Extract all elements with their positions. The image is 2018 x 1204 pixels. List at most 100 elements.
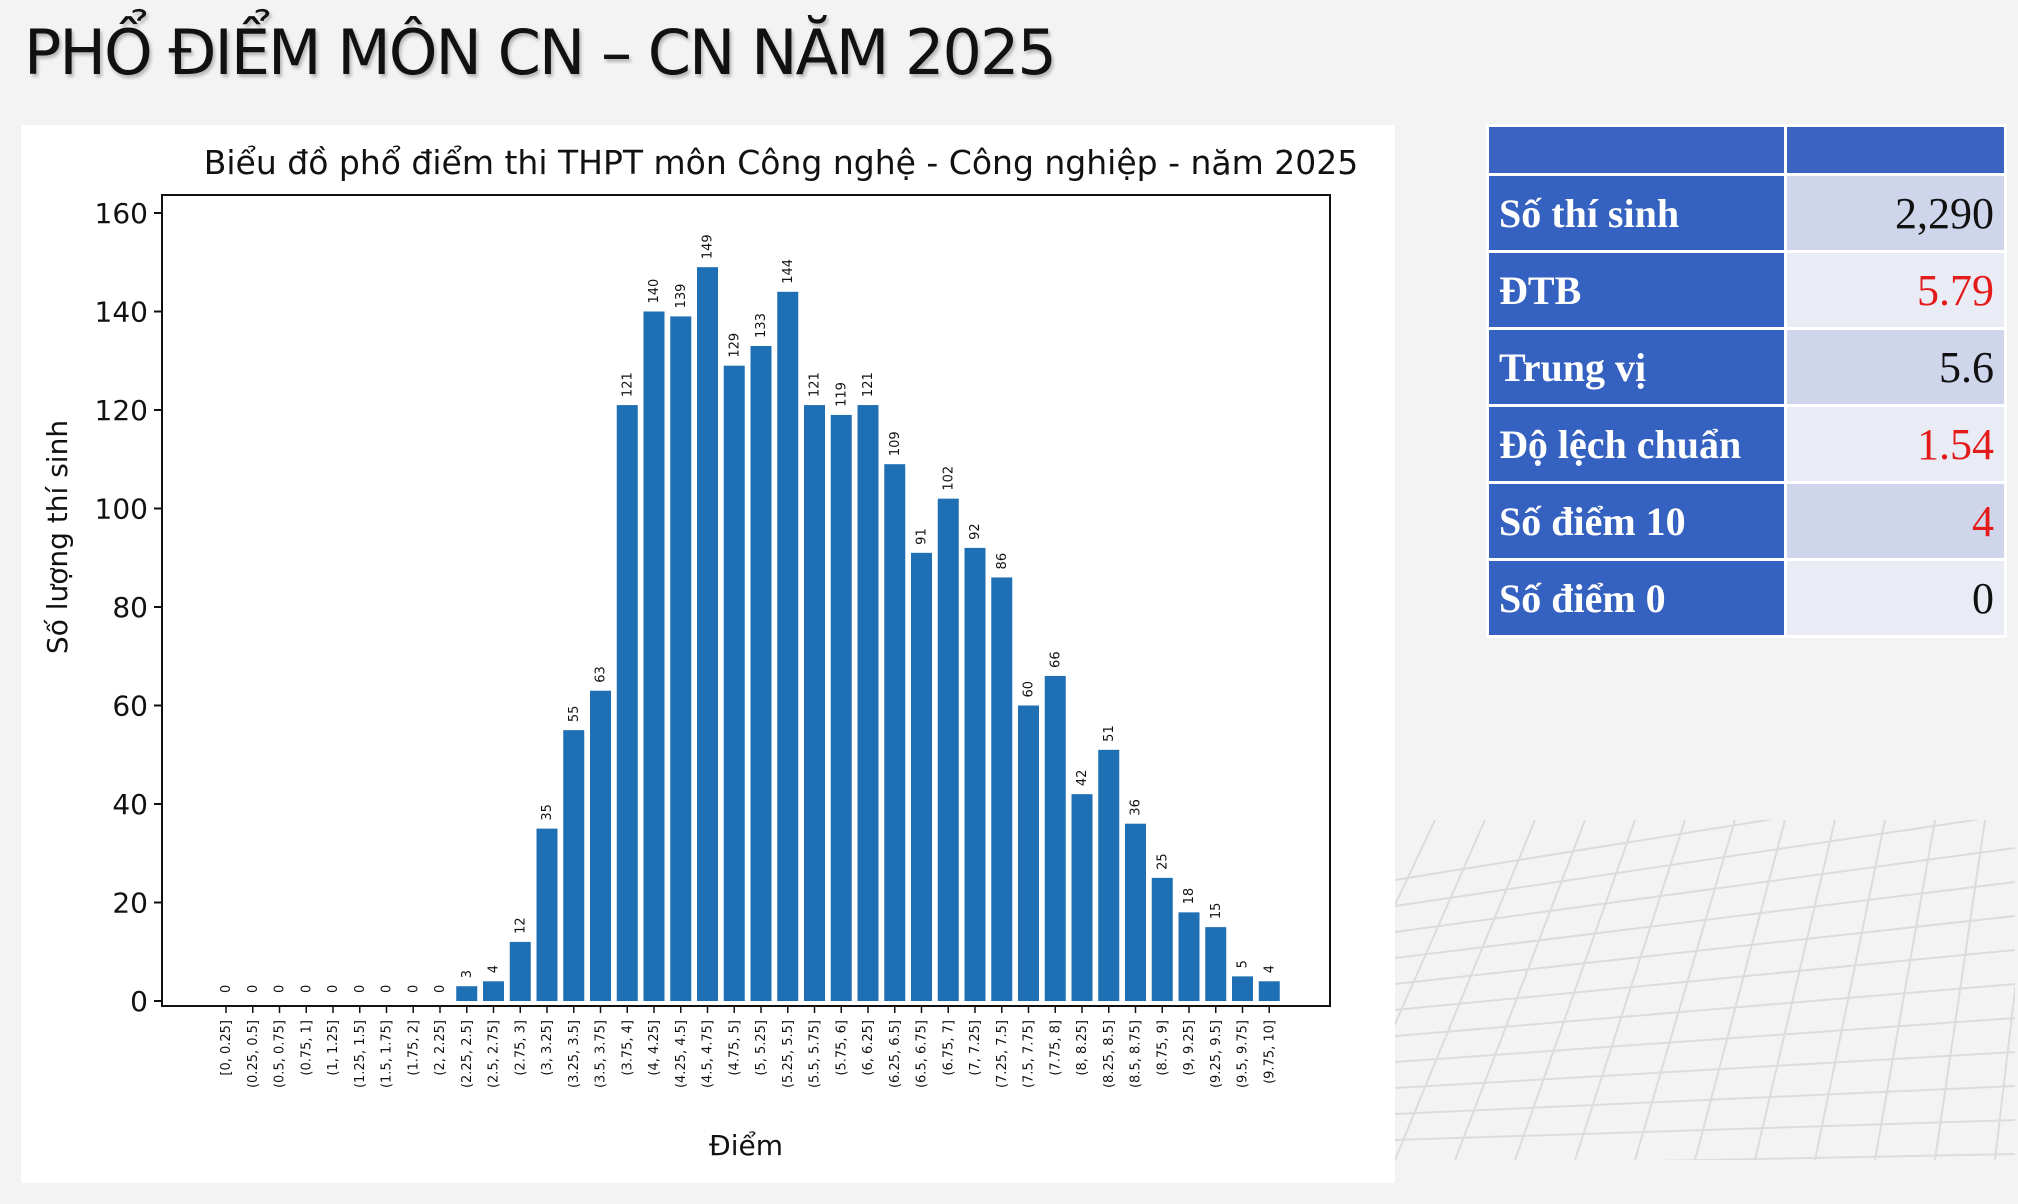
- stats-value: 0: [1784, 558, 2007, 638]
- stats-label: Số điểm 0: [1486, 558, 1787, 638]
- bar-value-label: 4: [1262, 965, 1277, 973]
- x-tick-label: (6, 6.25]: [861, 1020, 876, 1076]
- bar-value-label: 12: [513, 917, 528, 934]
- x-tick-label: (9.5, 9.75]: [1236, 1020, 1251, 1088]
- stats-label: Số thí sinh: [1486, 173, 1787, 253]
- stats-header-row: [1486, 124, 2007, 176]
- x-tick-label: (6.75, 7]: [941, 1020, 956, 1076]
- stats-label: Số điểm 10: [1486, 481, 1787, 561]
- bar: [1178, 912, 1200, 1001]
- stats-value: 4: [1784, 481, 2007, 561]
- x-tick-label: (3, 3.25]: [540, 1020, 555, 1076]
- bar: [456, 986, 478, 1001]
- stats-value: 5.6: [1784, 327, 2007, 407]
- bar-value-label: 15: [1209, 903, 1224, 920]
- x-tick-label: (4.75, 5]: [727, 1020, 742, 1076]
- bar: [1098, 749, 1120, 1001]
- x-tick-label: (5.75, 6]: [834, 1020, 849, 1076]
- bar-value-label: 133: [754, 313, 769, 338]
- bar-value-label: 0: [326, 985, 341, 993]
- y-tick-label: 40: [112, 788, 148, 821]
- bar-value-label: 129: [727, 333, 742, 358]
- x-tick-label: (2.75, 3]: [513, 1020, 528, 1076]
- chart-title: Biểu đồ phổ điểm thi THPT môn Công nghệ …: [204, 143, 1358, 182]
- bar: [937, 498, 959, 1001]
- x-tick-label: (9, 9.25]: [1182, 1020, 1197, 1076]
- x-tick-label: (7.5, 7.75]: [1022, 1020, 1037, 1088]
- bar-value-label: 0: [246, 985, 261, 993]
- bar-value-label: 139: [674, 284, 689, 309]
- bar: [1205, 927, 1227, 1001]
- bar-value-label: 0: [219, 985, 234, 993]
- bar-value-label: 42: [1075, 770, 1090, 787]
- bar-value-label: 35: [540, 804, 555, 821]
- bar-value-label: 0: [380, 985, 395, 993]
- bar-value-label: 18: [1182, 888, 1197, 905]
- bar-value-label: 36: [1129, 799, 1144, 816]
- x-tick-label: (0.5, 0.75]: [273, 1020, 288, 1088]
- bar-value-label: 51: [1102, 725, 1117, 742]
- x-tick-label: (1.75, 2]: [406, 1020, 421, 1076]
- y-tick-label: 0: [130, 985, 148, 1018]
- bar: [616, 405, 638, 1001]
- x-tick-label: (7.25, 7.5]: [995, 1020, 1010, 1088]
- stats-label: ĐTB: [1486, 250, 1787, 330]
- bar: [483, 981, 504, 1001]
- bar-value-label: 119: [834, 382, 849, 407]
- stats-row: ĐTB 5.79: [1486, 250, 2007, 330]
- x-tick-label: (2, 2.25]: [433, 1020, 448, 1076]
- y-tick-label: 160: [95, 197, 148, 230]
- bar: [1018, 705, 1039, 1001]
- bar: [830, 414, 852, 1001]
- bar: [991, 577, 1013, 1001]
- x-tick-label: (8.5, 8.75]: [1129, 1020, 1144, 1088]
- bar: [857, 405, 879, 1001]
- bar-value-label: 63: [594, 666, 609, 683]
- bar-value-label: 60: [1022, 681, 1037, 698]
- bar-value-label: 0: [353, 985, 368, 993]
- x-tick-label: (3.25, 3.5]: [567, 1020, 582, 1088]
- bar-value-label: 86: [995, 553, 1010, 570]
- bar: [1151, 877, 1173, 1001]
- bar-value-label: 149: [701, 234, 716, 259]
- bar-value-label: 109: [888, 431, 903, 456]
- bar-value-label: 0: [406, 985, 421, 993]
- bar: [1258, 981, 1280, 1001]
- bar-value-label: 121: [808, 372, 823, 397]
- bar: [670, 316, 692, 1001]
- bar-value-label: 144: [781, 259, 796, 284]
- x-tick-label: (4.5, 4.75]: [701, 1020, 716, 1088]
- stats-value: 1.54: [1784, 404, 2007, 484]
- bar: [804, 405, 825, 1001]
- stats-value: 2,290: [1784, 173, 2007, 253]
- bar-value-label: 0: [299, 985, 314, 993]
- stats-header-cell: [1784, 124, 2007, 176]
- bar: [750, 345, 772, 1002]
- bar: [911, 552, 932, 1001]
- x-tick-label: (2.25, 2.5]: [460, 1020, 475, 1088]
- bar-value-label: 92: [968, 523, 983, 540]
- x-tick-label: (7, 7.25]: [968, 1020, 983, 1076]
- x-tick-label: (1.5, 1.75]: [380, 1020, 395, 1088]
- bar-value-label: 102: [941, 466, 956, 491]
- stats-row: Số thí sinh 2,290: [1486, 173, 2007, 253]
- bar: [884, 464, 906, 1001]
- x-tick-label: (9.25, 9.5]: [1209, 1020, 1224, 1088]
- x-tick-label: (7.75, 8]: [1048, 1020, 1063, 1076]
- x-axis-label: Điểm: [709, 1129, 783, 1162]
- bar: [1071, 794, 1093, 1001]
- x-tick-label: (3.5, 3.75]: [594, 1020, 609, 1088]
- bar: [964, 547, 986, 1001]
- plot-frame: [161, 194, 1331, 1007]
- x-tick-label: (5, 5.25]: [754, 1020, 769, 1076]
- stats-header-cell: [1486, 124, 1787, 176]
- stats-label: Độ lệch chuẩn: [1486, 404, 1787, 484]
- bar-value-label: 121: [620, 372, 635, 397]
- bar: [777, 291, 799, 1001]
- x-tick-label: (8.25, 8.5]: [1102, 1020, 1117, 1088]
- bar-value-label: 55: [567, 706, 582, 723]
- stats-row: Trung vị 5.6: [1486, 327, 2007, 407]
- y-tick-label: 100: [95, 493, 148, 526]
- histogram-chart: Biểu đồ phổ điểm thi THPT môn Công nghệ …: [41, 143, 1358, 1162]
- bar-value-label: 5: [1236, 960, 1251, 968]
